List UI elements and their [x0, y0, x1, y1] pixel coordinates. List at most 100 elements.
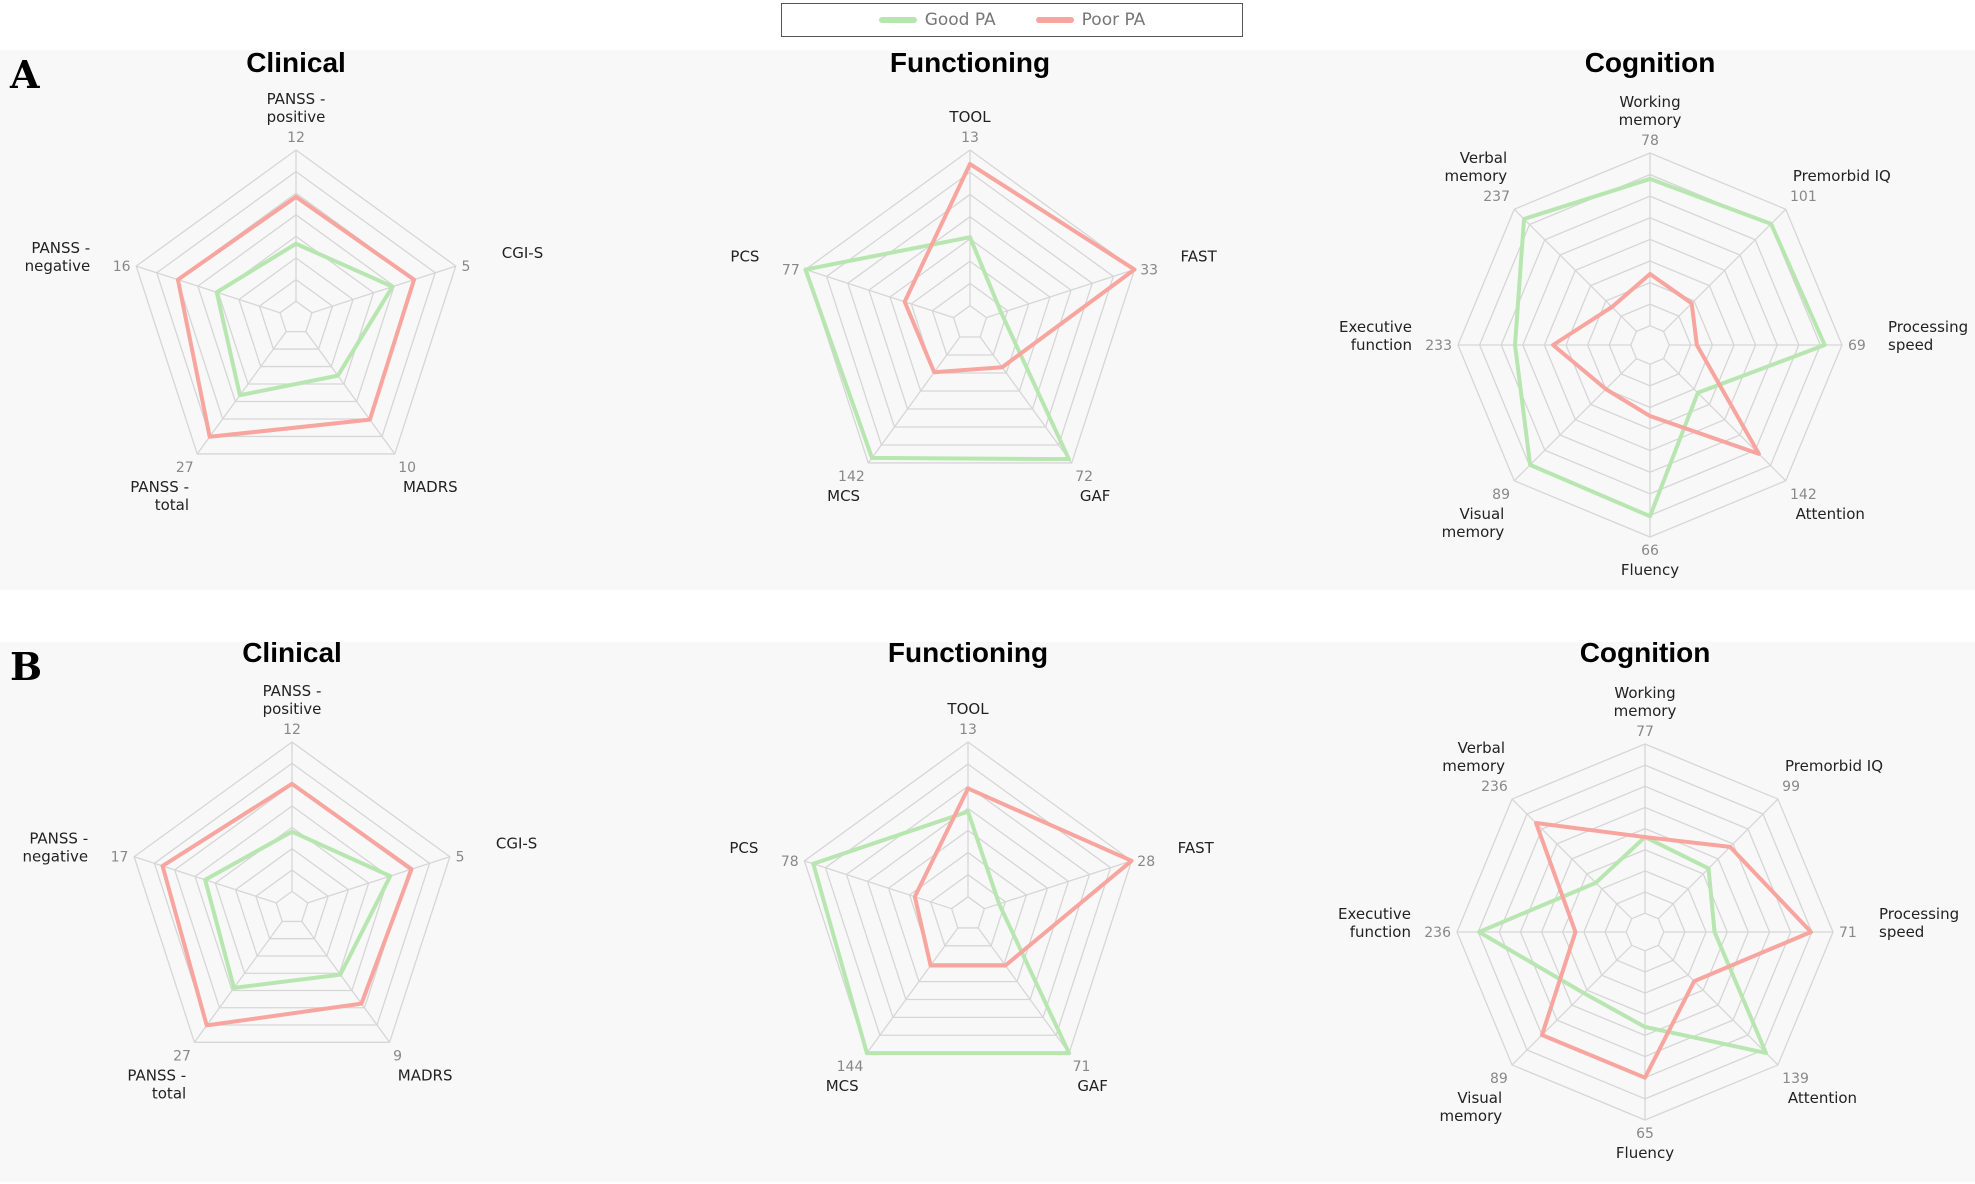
axis-max-value: 27	[173, 1048, 191, 1064]
axis-spoke	[307, 856, 451, 904]
series-poor-pa	[912, 786, 1134, 968]
axis-max-value: 65	[1636, 1126, 1654, 1142]
chart-title: Functioning	[890, 47, 1050, 78]
series-good-pa	[811, 809, 1072, 1056]
axis-max-value: 77	[782, 263, 800, 279]
grid-ring	[275, 890, 309, 923]
axis-label: speed	[1879, 923, 1924, 941]
axis-spoke	[301, 921, 391, 1043]
grid-ring	[214, 826, 370, 974]
axis-spoke	[1657, 944, 1779, 1066]
grid-ring	[234, 847, 350, 957]
axis-spoke	[305, 331, 396, 455]
axis-max-value: 139	[1782, 1071, 1809, 1087]
axis-max-value: 142	[1790, 487, 1817, 503]
legend-swatch-poor	[1035, 17, 1074, 23]
axis-max-value: 89	[1490, 1071, 1508, 1087]
axis-label: GAF	[1080, 487, 1111, 505]
axis-label: function	[1350, 923, 1411, 941]
axis-label: PCS	[730, 248, 759, 266]
axis-spoke	[1511, 944, 1633, 1066]
grid-ring	[1625, 912, 1665, 952]
series-good-pa	[214, 241, 395, 398]
axis-label: PANSS -	[130, 478, 189, 496]
axis-label: Working	[1619, 93, 1680, 111]
axis-label: negative	[25, 257, 91, 275]
axis-max-value: 33	[1140, 263, 1158, 279]
axis-label: TOOL	[948, 108, 991, 126]
axis-label: memory	[1619, 111, 1682, 129]
axis-max-value: 17	[111, 850, 129, 866]
axis-label: speed	[1888, 336, 1933, 354]
axis-spoke	[984, 860, 1132, 910]
axis-spoke	[193, 921, 283, 1043]
axis-label: memory	[1444, 167, 1507, 185]
axis-label: total	[155, 496, 189, 514]
axis-max-value: 236	[1424, 925, 1451, 941]
axis-label: PANSS -	[31, 239, 90, 257]
grid-ring	[133, 741, 451, 1043]
axis-label: Attention	[1788, 1089, 1857, 1107]
series-poor-pa	[175, 194, 417, 439]
grid-ring	[952, 304, 988, 338]
grid-ring	[156, 170, 436, 438]
grid-ring	[194, 805, 390, 992]
axis-label: TOOL	[946, 700, 989, 718]
axis-label: CGI-S	[496, 835, 537, 853]
grid-ring	[889, 238, 1051, 392]
axis-max-value: 13	[961, 130, 979, 146]
legend-label-good: Good PA	[924, 10, 996, 30]
axis-label: memory	[1614, 702, 1677, 720]
chart-title: Cognition	[1580, 637, 1711, 668]
axis-spoke	[1657, 798, 1779, 920]
axis-max-value: 101	[1790, 189, 1817, 205]
axis-spoke	[1511, 798, 1633, 920]
axis-label: memory	[1442, 523, 1505, 541]
series-good-pa	[1513, 176, 1827, 519]
axis-label: Executive	[1338, 905, 1411, 923]
axis-max-value: 69	[1848, 338, 1866, 354]
panel-label-a: A	[9, 52, 40, 97]
axis-label: memory	[1442, 757, 1505, 775]
grid-ring	[197, 213, 395, 403]
axis-max-value: 78	[1641, 133, 1659, 149]
chart-title: Functioning	[888, 637, 1048, 668]
panel-b-background	[0, 642, 1975, 1182]
legend-item-good-pa: Good PA	[878, 10, 996, 30]
axis-max-value: 236	[1481, 779, 1508, 795]
axis-label: Processing	[1888, 318, 1968, 336]
axis-max-value: 12	[287, 130, 305, 146]
legend-item-poor-pa: Poor PA	[1035, 10, 1145, 30]
series-good-pa	[203, 829, 393, 990]
axis-label: Premorbid IQ	[1785, 757, 1883, 775]
chart-title: Clinical	[246, 47, 346, 78]
grid-ring	[910, 260, 1030, 374]
axis-label: memory	[1439, 1107, 1502, 1125]
grid-ring	[153, 762, 431, 1026]
axis-label: Visual	[1457, 1089, 1502, 1107]
grid-ring	[238, 257, 354, 368]
axis-label: positive	[267, 108, 326, 126]
axis-max-value: 71	[1839, 925, 1857, 941]
axis-max-value: 142	[838, 469, 865, 485]
axis-max-value: 66	[1641, 543, 1659, 559]
grid-ring	[929, 873, 1007, 947]
chart-title: Cognition	[1585, 47, 1716, 78]
grid-ring	[135, 149, 457, 455]
grid-ring	[1630, 325, 1670, 365]
axis-max-value: 144	[837, 1059, 864, 1075]
axis-max-value: 9	[393, 1048, 402, 1064]
grid-ring	[868, 215, 1072, 410]
axis-spoke	[136, 265, 281, 314]
grid-ring	[950, 895, 986, 929]
grid-ring	[279, 300, 313, 333]
axis-max-value: 99	[1782, 779, 1800, 795]
axis-label: negative	[23, 848, 89, 866]
axis-label: MADRS	[398, 1066, 453, 1084]
axis-max-value: 10	[398, 460, 416, 476]
axis-max-value: 78	[781, 854, 799, 870]
axis-max-value: 5	[461, 259, 470, 275]
axis-label: Verbal	[1460, 149, 1507, 167]
axis-label: Attention	[1796, 505, 1865, 523]
axis-spoke	[804, 860, 952, 910]
